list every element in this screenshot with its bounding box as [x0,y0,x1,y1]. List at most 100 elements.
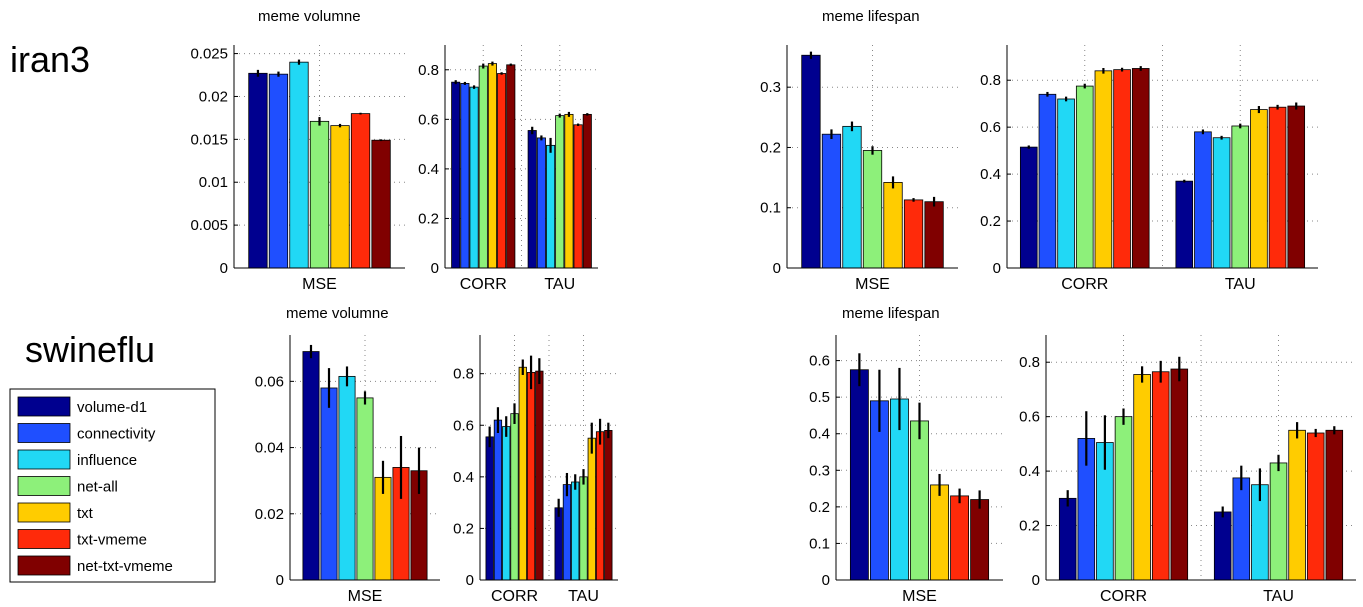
legend: volume-d1 connectivity influence net-all txt… [9,388,216,583]
y-tick-label: 0 [993,260,1001,277]
bar-txt-vmeme-corr [1113,69,1131,269]
bar-net-all-mse [910,420,929,581]
bar-connectivity-corr [460,83,470,269]
y-tick-label: 0.4 [418,161,439,178]
bar-volume-d1-mse [801,54,821,269]
bar-txt-corr [1133,374,1151,581]
bar-txt-vmeme-tau [573,124,583,269]
bar-net-txt-vmeme-tau [604,430,613,581]
y-tick-label: 0.8 [418,62,439,79]
bar-net-txt-vmeme-tau [582,113,592,269]
y-tick-label: 0.3 [760,79,781,96]
legend-label: net-all [77,479,118,496]
legend-item-net-all: net-all [17,476,118,496]
bar-volume-d1-mse [248,72,268,269]
bar-influence-mse [289,61,309,269]
category-label: CORR [460,276,507,293]
legend-label: influence [77,452,137,469]
bar-txt-corr [487,63,497,269]
y-tick-label: 0 [276,572,284,589]
bar-influence-tau [546,144,556,269]
y-tick-label: 0.6 [1019,409,1040,426]
legend-item-txt-vmeme: txt-vmeme [17,529,147,549]
category-label: TAU [1225,276,1256,293]
legend-item-connectivity: connectivity [17,423,156,443]
legend-items: volume-d1 connectivity influence net-all txt… [17,396,173,576]
bar-net-txt-vmeme-mse [970,499,990,581]
bar-net-all-mse [862,150,883,269]
bar-net-all-tau [1269,462,1288,581]
bar-net-txt-vmeme-tau [1325,429,1344,581]
y-tick-label: 0.4 [809,426,830,443]
bar-txt-vmeme-corr [1151,371,1170,581]
legend-item-txt: txt [17,502,94,523]
bar-txt-vmeme-tau [1306,432,1325,581]
y-tick-label: 0.3 [809,462,830,479]
legend-swatch [17,476,71,496]
row-label-iran3: iran3 [10,39,90,80]
bar-txt-vmeme-mse [350,113,371,269]
category-label: CORR [1100,588,1147,605]
bar-net-all-tau [579,476,588,581]
y-tick-label: 0.04 [255,440,284,457]
bar-net-txt-vmeme-mse [924,201,944,269]
category-label: TAU [1263,588,1294,605]
bar-net-txt-vmeme-tau [1287,105,1306,269]
bar-connectivity-tau [562,484,572,581]
y-tick-label: 0.6 [418,111,439,128]
panel-swineflu-lifespan-corr-tau: CORR TAU 0 0.2 0.4 0.6 0.8 [1019,335,1356,605]
bar-connectivity-tau [536,137,546,269]
category-label: MSE [902,588,937,605]
bar-volume-d1-tau [554,507,563,581]
bar-txt-vmeme-mse [903,199,924,269]
y-tick-label: 0.2 [453,520,474,537]
bar-net-all-mse [309,120,330,269]
bar-influence-mse [842,125,862,269]
bar-txt-tau [564,113,574,269]
panel-swineflu-lifespan-mse: MSE 0 0.1 0.2 0.3 0.4 0.5 0.6 [809,335,1003,605]
panel-iran3-volume-corr-tau: CORR TAU 0 0.2 0.4 0.6 0.8 [418,45,598,293]
y-tick-label: 0.4 [980,166,1001,183]
y-tick-label: 0.6 [809,353,830,370]
bar-volume-d1-corr [1058,497,1077,581]
bar-net-txt-vmeme-corr [1170,368,1189,581]
legend-item-volume-d1: volume-d1 [17,396,147,417]
legend-label: volume-d1 [77,399,147,416]
legend-swatch [17,396,71,417]
panel-iran3-lifespan-mse: MSE 0 0.1 0.2 0.3 [760,45,958,293]
bar-connectivity-tau [1232,477,1251,581]
bar-txt-tau [587,437,596,581]
y-tick-label: 0.6 [453,417,474,434]
bar-volume-d1-corr [1019,146,1038,269]
y-tick-label: 0.01 [199,174,228,191]
bar-net-all-corr [1075,85,1094,269]
bar-influence-tau [1212,137,1231,269]
bar-txt-vmeme-corr [497,73,507,269]
bar-net-all-corr [1114,416,1133,581]
bar-txt-mse [930,484,949,581]
category-label: TAU [544,276,575,293]
legend-swatch [17,529,71,549]
bar-net-all-tau [555,115,565,269]
bar-influence-corr [469,86,479,269]
legend-item-net-txt-vmeme: net-txt-vmeme [17,555,173,576]
y-tick-label: 0.2 [760,139,781,156]
legend-label: txt [77,505,94,522]
bar-net-txt-vmeme-corr [506,64,516,269]
bar-net-all-corr [510,413,519,581]
bar-connectivity-corr [1038,93,1057,269]
bar-influence-corr [1057,98,1075,269]
panel-swineflu-volume-corr-tau: CORR TAU 0 0.2 0.4 0.6 0.8 [453,335,618,605]
y-tick-label: 0.1 [760,200,781,217]
y-tick-label: 0 [431,260,439,277]
y-tick-label: 0 [466,572,474,589]
panel-iran3-lifespan-corr-tau: CORR TAU 0 0.2 0.4 0.6 0.8 [980,45,1318,293]
bar-connectivity-tau [1194,131,1212,269]
title-iran3-lifespan: meme lifespan [822,8,920,25]
bar-volume-d1-mse [302,351,320,581]
legend-label: connectivity [77,426,156,443]
title-swineflu-lifespan: meme lifespan [842,305,940,322]
y-tick-label: 0.1 [809,535,830,552]
bar-net-all-mse [356,397,374,581]
y-tick-label: 0.025 [190,46,228,63]
